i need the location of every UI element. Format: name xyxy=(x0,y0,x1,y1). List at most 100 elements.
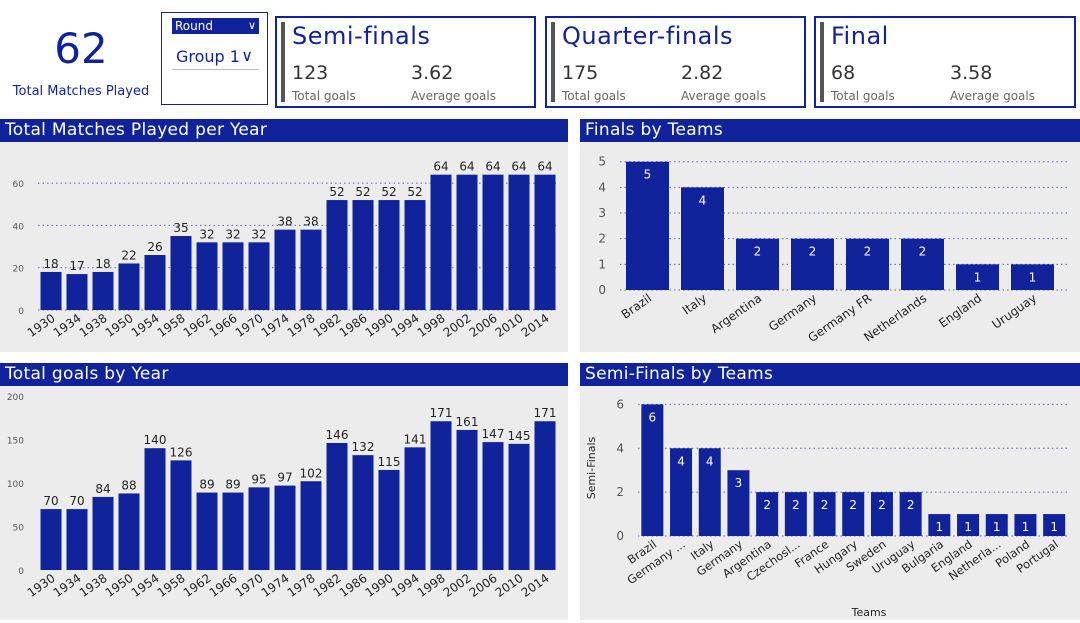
x-tick-label: 1958 xyxy=(155,571,188,600)
data-label: 4 xyxy=(699,193,707,207)
y-tick-label: 100 xyxy=(7,480,24,490)
card-accent-bar xyxy=(820,22,824,102)
bar xyxy=(92,496,114,570)
card-total-goals: 175 xyxy=(562,62,599,84)
x-tick-label: 1930 xyxy=(25,571,58,600)
x-tick-label: 2014 xyxy=(519,571,552,600)
bar xyxy=(196,242,218,310)
kpi-value: 62 xyxy=(54,24,108,73)
matches-per-year-chart: 0 20 40 60 18 1930 17 1934 18 1938 22 1950 26 1954 35 1… xyxy=(13,160,556,340)
y-tick-label: 3 xyxy=(598,206,606,220)
data-label: 64 xyxy=(537,160,552,174)
x-tick-label: 1962 xyxy=(181,311,214,340)
data-label: 52 xyxy=(407,185,422,199)
chevron-down-icon[interactable]: ∨ xyxy=(241,46,253,65)
chart-title: Finals by Teams xyxy=(580,119,1080,142)
bar xyxy=(681,187,724,290)
y-tick-label: 5 xyxy=(598,155,606,169)
x-tick-label: 1982 xyxy=(311,571,344,600)
x-tick-label: 2006 xyxy=(467,571,500,600)
card-title: Final xyxy=(831,22,889,50)
y-tick-label: 6 xyxy=(616,397,624,411)
bar xyxy=(378,200,400,310)
data-label: 2 xyxy=(809,245,817,259)
kpi-total-matches: 62 Total Matches Played xyxy=(0,10,162,110)
bar xyxy=(928,514,951,536)
bar xyxy=(813,492,836,536)
bar xyxy=(534,421,556,570)
kpi-label: Total Matches Played xyxy=(12,84,150,99)
data-label: 17 xyxy=(69,259,84,273)
data-label: 89 xyxy=(199,478,214,492)
card-total-goals-label: Total goals xyxy=(562,89,626,103)
slicer-header[interactable]: Round ∨ xyxy=(172,18,259,34)
x-tick-label: Germany xyxy=(766,291,819,334)
x-tick-label: 1962 xyxy=(181,571,214,600)
card-title: Quarter-finals xyxy=(562,22,734,50)
data-label: 64 xyxy=(459,160,474,174)
bar xyxy=(352,455,374,570)
data-label: 95 xyxy=(251,472,266,486)
bar xyxy=(784,492,807,536)
data-label: 102 xyxy=(300,466,323,480)
card-avg-goals-label: Average goals xyxy=(950,89,1035,103)
x-tick-label: Argentina xyxy=(708,291,764,336)
card-accent-bar xyxy=(551,22,555,102)
card-total-goals-label: Total goals xyxy=(292,89,356,103)
bar xyxy=(170,236,192,310)
bar xyxy=(352,200,374,310)
y-tick-label: 50 xyxy=(13,524,25,534)
data-label: 64 xyxy=(485,160,500,174)
data-label: 32 xyxy=(199,227,214,241)
x-tick-label: 1950 xyxy=(103,571,136,600)
y-axis-title: Semi-Finals xyxy=(585,436,598,499)
x-tick-label: Uruguay xyxy=(989,291,1039,332)
bar xyxy=(1014,514,1037,536)
finals-by-teams-chart: 0123455Brazil4Italy2Argentina2Germany2Ge… xyxy=(598,155,1068,345)
goals-by-year-panel: Total goals by Year 0 50 100 150 200 70 1930 70… xyxy=(0,363,568,620)
bar xyxy=(222,242,244,310)
card-avg-goals: 3.58 xyxy=(950,62,993,84)
data-label: 38 xyxy=(303,215,318,229)
data-label: 89 xyxy=(225,478,240,492)
bar xyxy=(626,161,669,290)
x-tick-label: 1978 xyxy=(285,311,318,340)
card-avg-goals-label: Average goals xyxy=(411,89,496,103)
card-title: Semi-finals xyxy=(292,22,431,50)
x-tick-label: 1998 xyxy=(415,311,448,340)
card-avg-goals-label: Average goals xyxy=(681,89,766,103)
x-tick-label: 1990 xyxy=(363,311,396,340)
bar xyxy=(144,448,166,570)
data-label: 140 xyxy=(144,433,167,447)
bar xyxy=(326,200,348,310)
bar xyxy=(957,514,980,536)
bar xyxy=(756,492,779,536)
data-label: 4 xyxy=(706,454,714,468)
data-label: 2 xyxy=(754,245,762,259)
data-label: 26 xyxy=(147,240,162,254)
round-slicer: Round ∨ Group 1 ∨ xyxy=(161,12,268,105)
slicer-selected-value: Group 1 xyxy=(176,47,240,66)
y-tick-label: 2 xyxy=(598,232,606,246)
bar xyxy=(985,514,1008,536)
data-label: 3 xyxy=(735,476,743,490)
y-tick-label: 1 xyxy=(598,257,606,271)
x-tick-label: Italy xyxy=(680,291,709,317)
y-tick-label: 20 xyxy=(13,265,25,275)
data-label: 171 xyxy=(534,406,557,420)
chart-title: Total goals by Year xyxy=(0,363,568,386)
data-label: 52 xyxy=(355,185,370,199)
bar xyxy=(1011,264,1054,290)
card-quarter-finals: Quarter-finals 175 Total goals 2.82 Aver… xyxy=(545,16,806,108)
y-tick-label: 0 xyxy=(598,283,606,297)
y-tick-label: 4 xyxy=(598,180,606,194)
card-total-goals: 68 xyxy=(831,62,856,84)
data-label: 5 xyxy=(644,168,652,182)
x-tick-label: 1978 xyxy=(285,571,318,600)
data-label: 52 xyxy=(329,185,344,199)
slicer-dropdown[interactable]: Group 1 ∨ xyxy=(172,44,259,70)
data-label: 1 xyxy=(993,520,1001,534)
chevron-down-icon[interactable]: ∨ xyxy=(247,19,256,32)
data-label: 4 xyxy=(677,454,685,468)
bar xyxy=(274,485,296,570)
